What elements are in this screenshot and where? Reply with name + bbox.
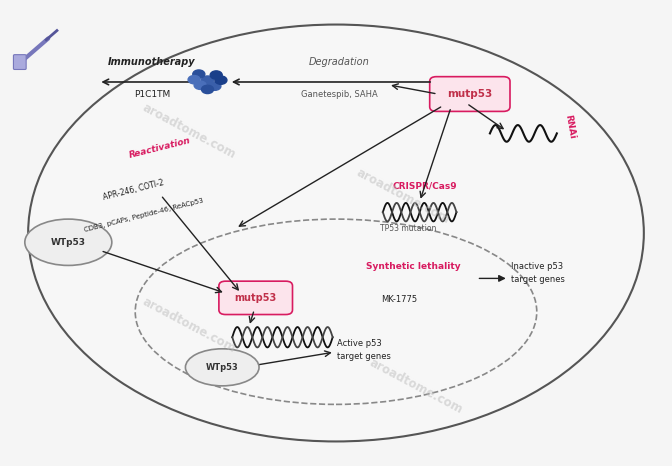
Text: Ganetespib, SAHA: Ganetespib, SAHA	[301, 90, 378, 99]
Text: target genes: target genes	[511, 275, 565, 284]
Text: APR-246, COTI-2: APR-246, COTI-2	[101, 178, 165, 202]
Text: MK-1775: MK-1775	[382, 295, 417, 304]
Circle shape	[202, 76, 214, 84]
Text: Immunotherapy: Immunotherapy	[108, 57, 196, 67]
Circle shape	[215, 76, 227, 84]
Circle shape	[188, 75, 200, 84]
Text: CDB3, pCAPs, Peptide-46, ReACp53: CDB3, pCAPs, Peptide-46, ReACp53	[84, 198, 204, 233]
Ellipse shape	[185, 349, 259, 386]
Circle shape	[210, 71, 222, 79]
Text: RNAi: RNAi	[564, 114, 577, 139]
Text: aroadtome.com: aroadtome.com	[140, 101, 238, 161]
Circle shape	[194, 81, 206, 89]
Text: P1C1TM: P1C1TM	[134, 90, 170, 99]
Text: aroadtome.com: aroadtome.com	[354, 166, 452, 226]
Text: CRISPR/Cas9: CRISPR/Cas9	[393, 181, 458, 191]
Text: Inactive p53: Inactive p53	[511, 262, 563, 271]
Ellipse shape	[25, 219, 112, 266]
Text: WTp53: WTp53	[51, 238, 86, 247]
Text: aroadtome.com: aroadtome.com	[140, 295, 238, 356]
Text: mutp53: mutp53	[448, 89, 493, 99]
Text: Degradation: Degradation	[309, 57, 370, 67]
Text: TP53 mutation: TP53 mutation	[380, 224, 436, 233]
Ellipse shape	[28, 25, 644, 441]
Text: target genes: target genes	[337, 352, 391, 361]
Circle shape	[202, 85, 214, 94]
FancyBboxPatch shape	[429, 77, 510, 111]
Text: Reactivation: Reactivation	[128, 136, 192, 160]
Circle shape	[209, 82, 221, 90]
FancyBboxPatch shape	[219, 281, 292, 315]
FancyBboxPatch shape	[13, 55, 26, 69]
Text: mutp53: mutp53	[235, 293, 277, 303]
Text: WTp53: WTp53	[206, 363, 239, 372]
Text: Active p53: Active p53	[337, 339, 382, 348]
Circle shape	[193, 70, 205, 78]
Text: Synthetic lethality: Synthetic lethality	[366, 262, 461, 271]
Text: aroadtome.com: aroadtome.com	[368, 356, 465, 416]
